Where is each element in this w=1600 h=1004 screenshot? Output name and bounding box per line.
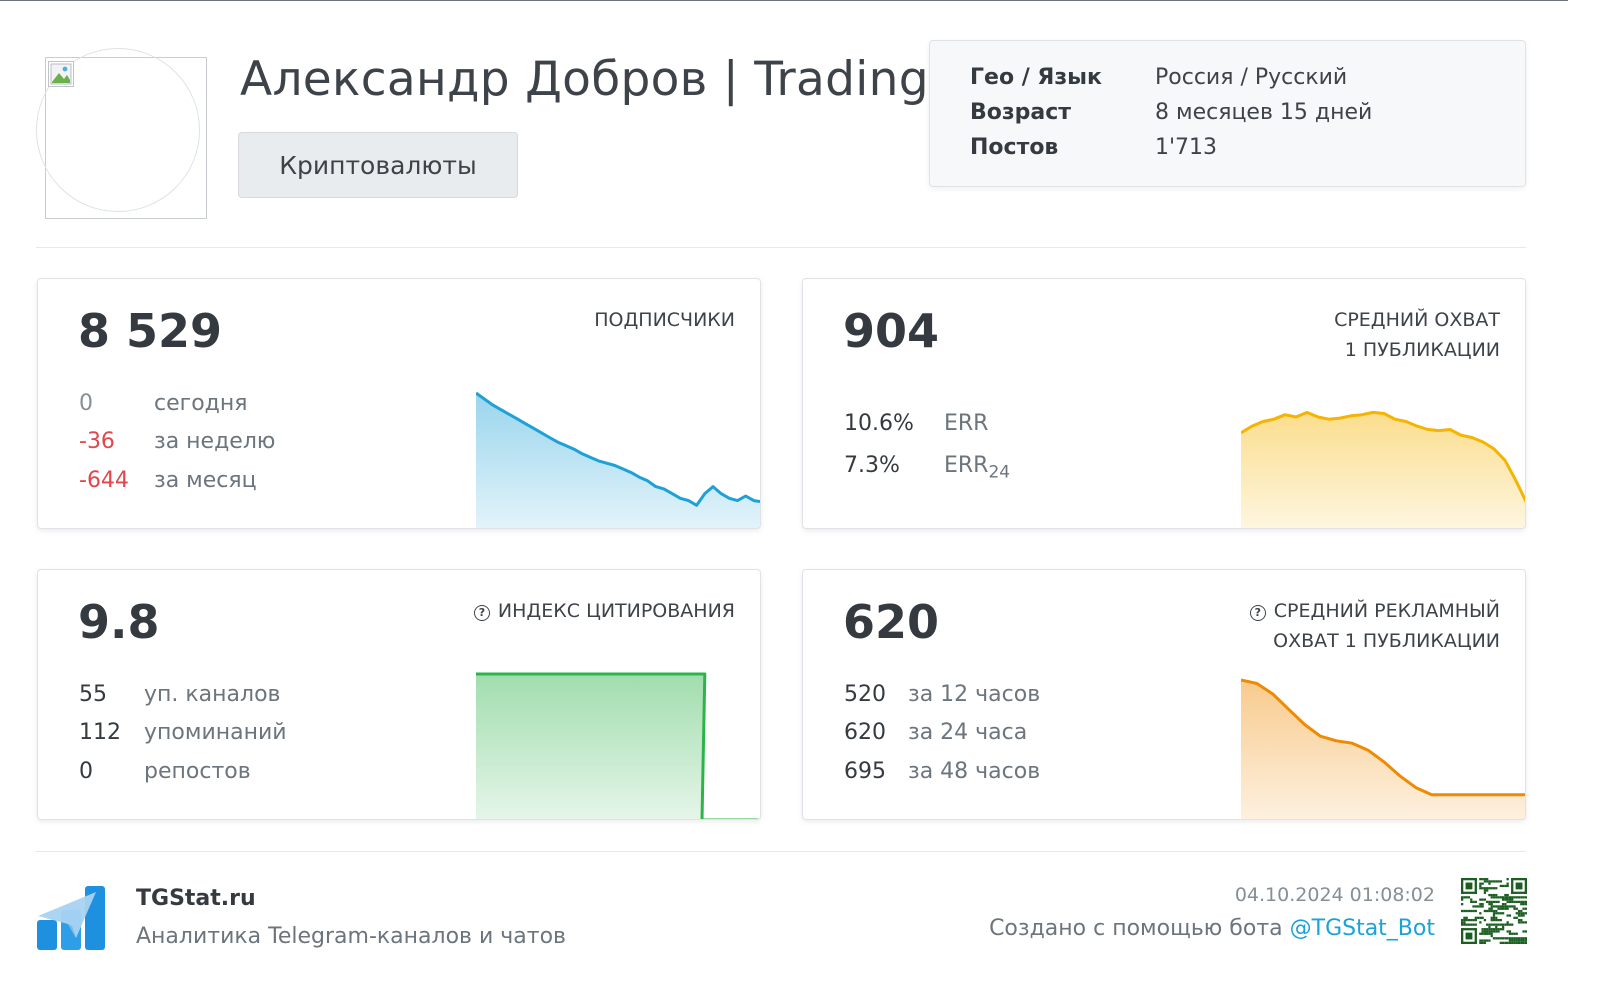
stat-text: за месяц (154, 468, 257, 493)
category-button[interactable]: Криптовалюты (238, 132, 518, 198)
err-value: 10.6% (844, 411, 914, 436)
err24-subscript: 24 (988, 462, 1011, 483)
tgstat-logo-icon (37, 886, 105, 950)
reach-sparkline (1241, 410, 1525, 528)
stat-number: -644 (79, 468, 129, 493)
ad-reach-sparkline (1241, 678, 1525, 819)
info-value: 1'713 (1155, 135, 1218, 160)
avatar (36, 48, 200, 212)
stat-text: за 48 часов (908, 759, 1041, 784)
top-border (0, 0, 1568, 1)
info-key: Гео / Язык (970, 65, 1102, 90)
stat-text: за неделю (154, 429, 276, 454)
channel-info-box: Гео / Язык Россия / Русский Возраст 8 ме… (929, 40, 1526, 187)
subscribers-sparkline-area (476, 393, 760, 528)
brand-name[interactable]: TGStat.ru (136, 886, 256, 911)
brand-tagline: Аналитика Telegram-каналов и чатов (136, 924, 567, 949)
stat-number: 55 (79, 682, 107, 707)
footer-divider (36, 851, 1526, 852)
bot-link[interactable]: @TGStat_Bot (1289, 916, 1435, 941)
info-value: 8 месяцев 15 дней (1155, 100, 1373, 125)
stat-number: 0 (79, 391, 93, 416)
timestamp: 04.10.2024 01:08:02 (1234, 884, 1435, 906)
reach-card: 904 СРЕДНИЙ ОХВАТ 1 ПУБЛИКАЦИИ 10.6% ERR… (802, 278, 1526, 529)
qr-code-icon (1461, 878, 1527, 944)
stat-number: -36 (79, 429, 115, 454)
broken-image-icon (48, 61, 74, 87)
info-key: Возраст (970, 100, 1072, 125)
stat-number: 520 (844, 682, 886, 707)
stat-number: 0 (79, 759, 93, 784)
citation-sparkline (476, 672, 760, 819)
subscribers-label: ПОДПИСЧИКИ (594, 309, 735, 331)
citation-label-text: ИНДЕКС ЦИТИРОВАНИЯ (497, 600, 735, 622)
created-prefix: Создано с помощью бота (989, 916, 1290, 941)
citation-index-value: 9.8 (78, 595, 160, 649)
stat-number: 695 (844, 759, 886, 784)
ad-reach-sparkline-area (1241, 680, 1525, 819)
ad-reach-sparkline-line (1241, 678, 1525, 797)
info-key: Постов (970, 135, 1059, 160)
stat-text: сегодня (154, 391, 248, 416)
help-icon[interactable]: ? (473, 605, 490, 621)
reach-label: СРЕДНИЙ ОХВАТ 1 ПУБЛИКАЦИИ (1334, 305, 1500, 365)
err24-value: 7.3% (844, 453, 900, 478)
err24-label-text: ERR (944, 453, 989, 478)
err-label: ERR (944, 411, 989, 436)
ad-reach-label-line2: ОХВАТ 1 ПУБЛИКАЦИИ (1273, 630, 1500, 652)
citation-sparkline-line (476, 672, 760, 819)
stat-text: уп. каналов (144, 682, 281, 707)
stat-number: 112 (79, 720, 121, 745)
header-divider (36, 247, 1526, 248)
created-by-text: Создано с помощью бота @TGStat_Bot (989, 916, 1435, 941)
citation-sparkline-area (476, 674, 705, 819)
ad-reach-card: 620 ? СРЕДНИЙ РЕКЛАМНЫЙ ОХВАТ 1 ПУБЛИКАЦИ… (802, 569, 1526, 820)
ad-reach-value: 620 (843, 595, 940, 649)
err24-label: ERR24 (944, 453, 1010, 482)
subscribers-count: 8 529 (78, 304, 223, 358)
info-value: Россия / Русский (1155, 65, 1348, 90)
citation-card: 9.8 ? ИНДЕКС ЦИТИРОВАНИЯ 55 уп. каналов 1… (37, 569, 761, 820)
reach-label-line2: 1 ПУБЛИКАЦИИ (1344, 339, 1500, 361)
help-icon[interactable]: ? (1249, 605, 1266, 621)
citation-label: ? ИНДЕКС ЦИТИРОВАНИЯ (473, 596, 735, 626)
reach-sparkline-line (1241, 410, 1525, 503)
subscribers-sparkline (476, 391, 760, 528)
channel-title: Александр Добров | Trading (240, 52, 929, 107)
reach-value: 904 (843, 304, 940, 358)
stat-text: за 12 часов (908, 682, 1041, 707)
ad-reach-label: ? СРЕДНИЙ РЕКЛАМНЫЙ ОХВАТ 1 ПУБЛИКАЦИИ (1249, 596, 1500, 656)
reach-sparkline-area (1241, 412, 1525, 528)
stat-text: репостов (144, 759, 251, 784)
stat-text: упоминаний (144, 720, 287, 745)
stat-number: 620 (844, 720, 886, 745)
reach-label-line1: СРЕДНИЙ ОХВАТ (1334, 309, 1500, 331)
ad-reach-label-line1: СРЕДНИЙ РЕКЛАМНЫЙ (1273, 600, 1500, 622)
subscribers-card: 8 529 ПОДПИСЧИКИ 0 сегодня -36 за неделю… (37, 278, 761, 529)
stat-text: за 24 часа (908, 720, 1028, 745)
subscribers-sparkline-line (476, 391, 760, 507)
